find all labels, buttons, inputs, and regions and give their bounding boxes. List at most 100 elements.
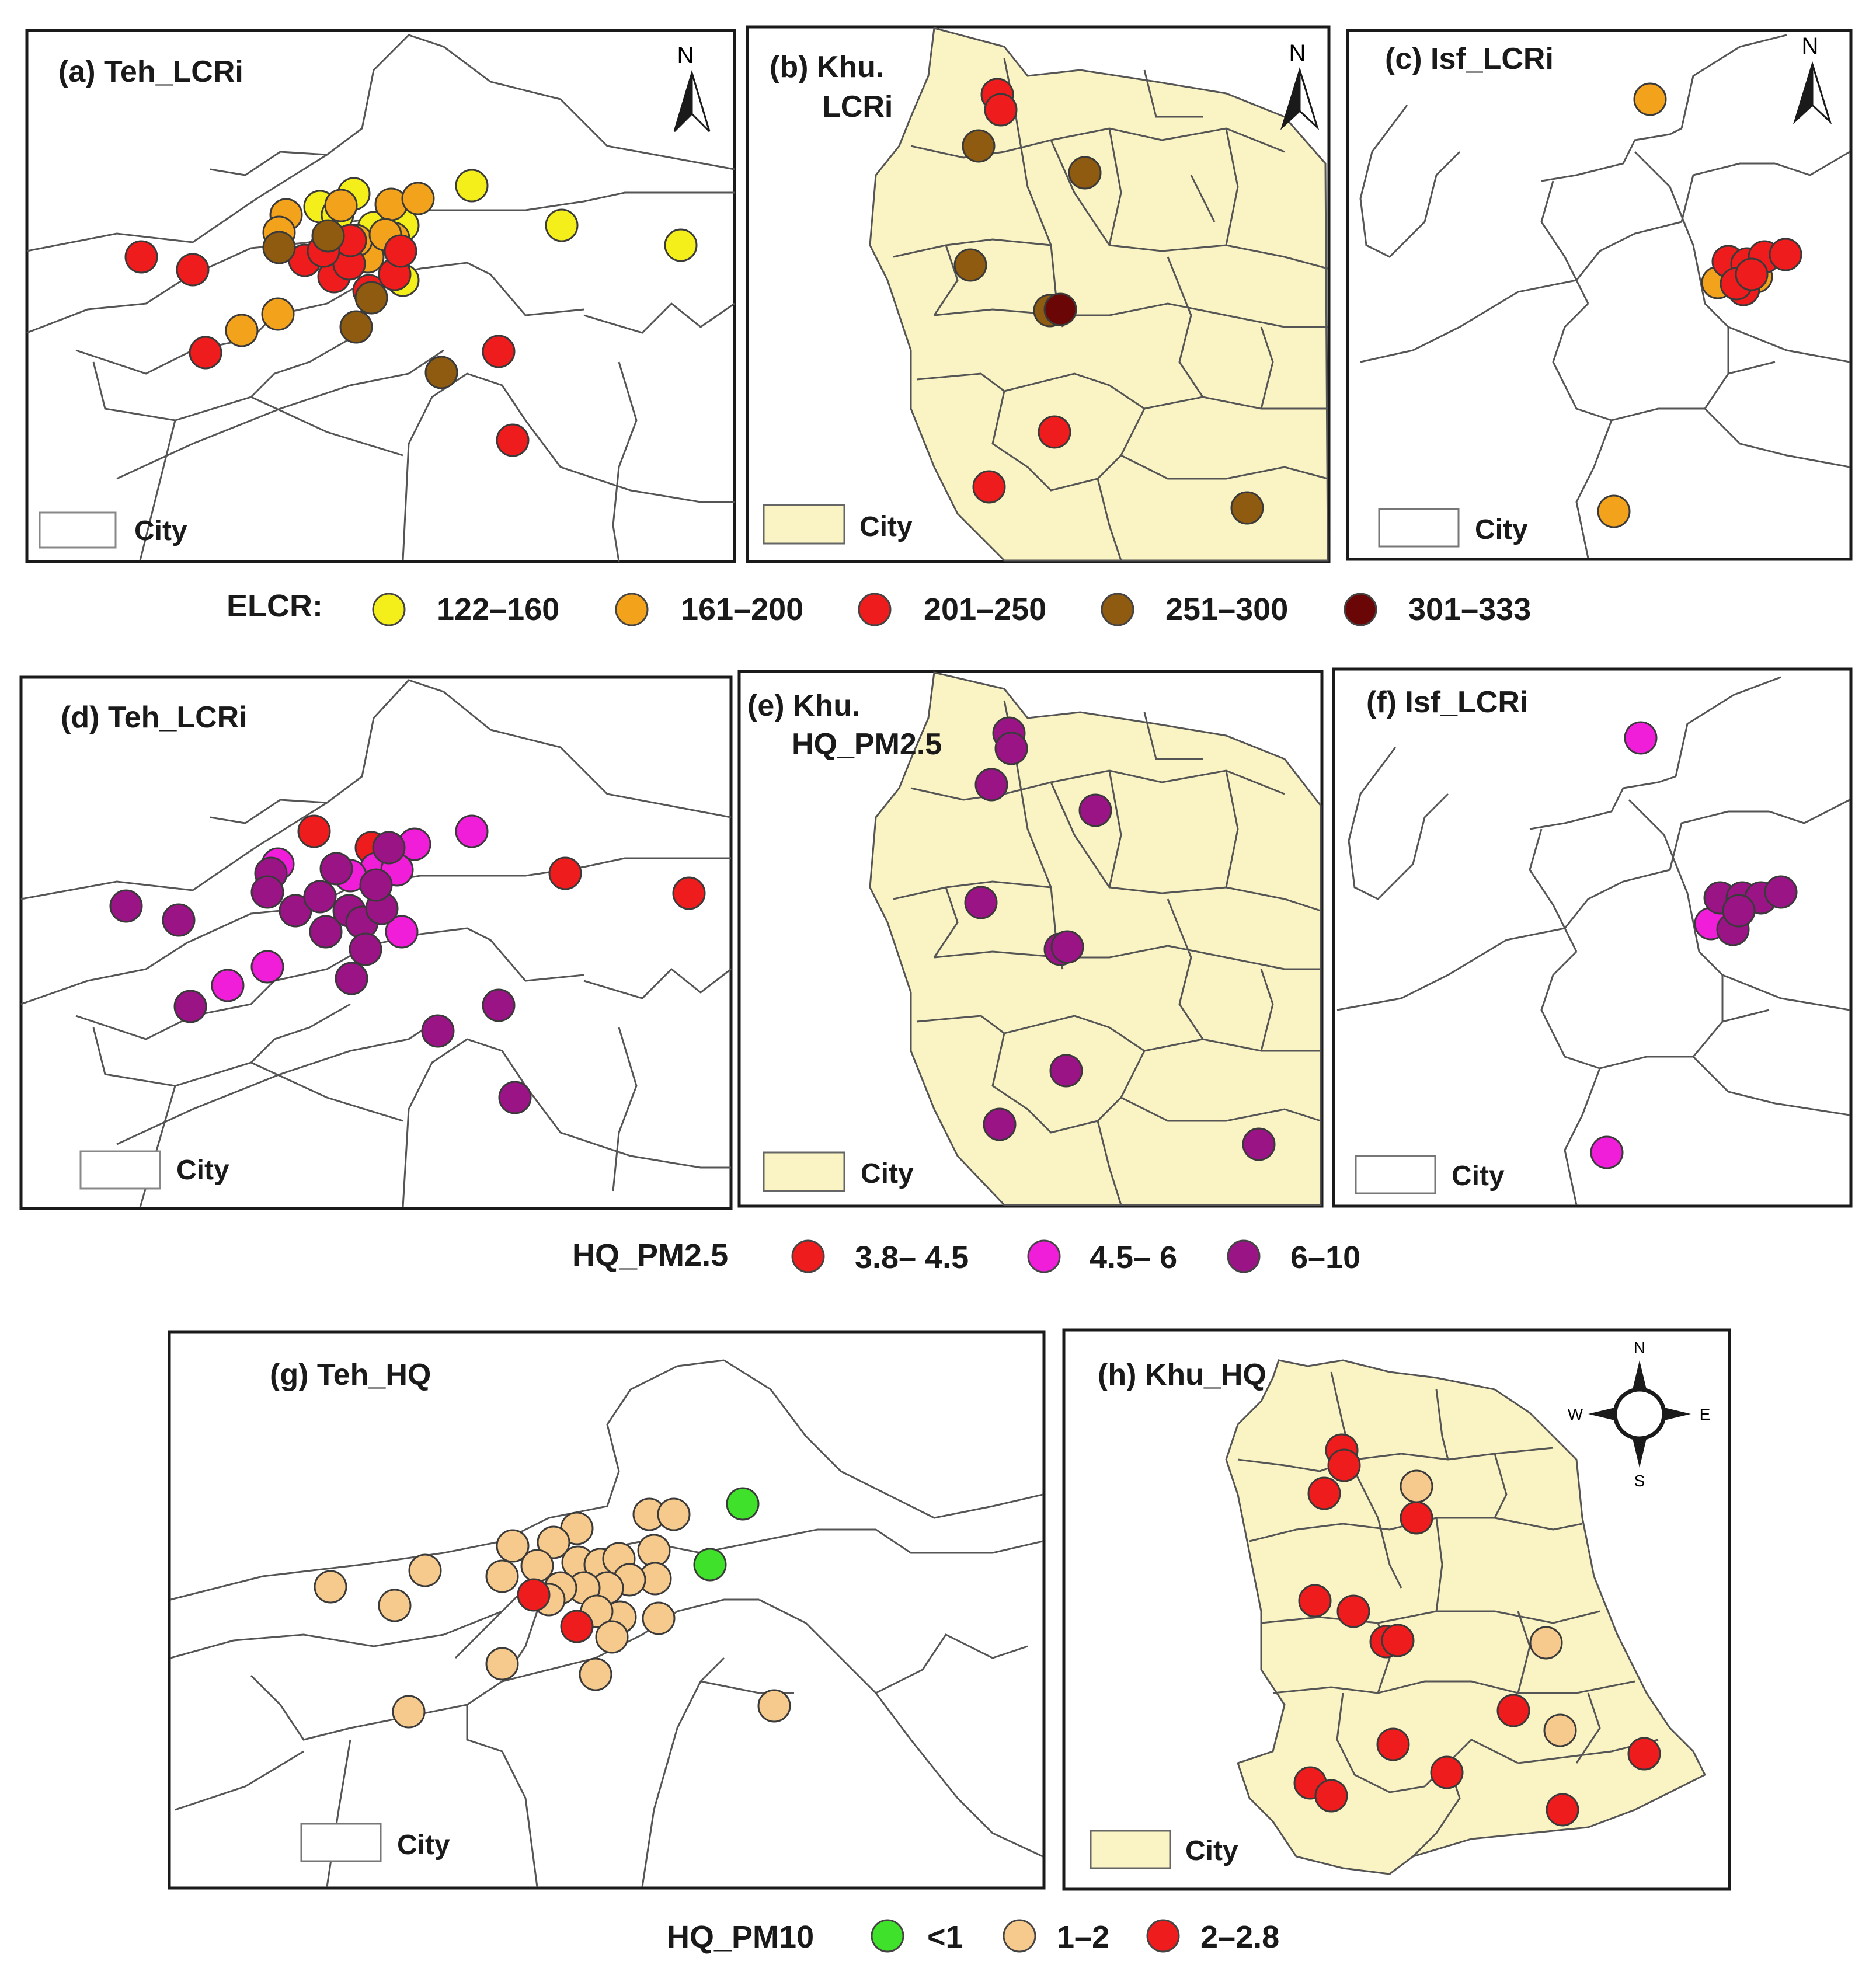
station-marker	[1624, 721, 1658, 755]
station-marker	[1769, 238, 1802, 271]
panel-e-boundaries	[893, 700, 1321, 1206]
station-marker	[176, 253, 210, 287]
station-marker	[496, 423, 530, 457]
station-marker	[173, 990, 207, 1023]
city-label: City	[1452, 1161, 1505, 1192]
station-marker	[1590, 1135, 1624, 1169]
station-marker	[378, 1589, 412, 1622]
station-marker	[1400, 1469, 1433, 1503]
station-marker	[657, 1497, 691, 1531]
station-marker	[1298, 1584, 1332, 1618]
legend-pm25-class-2: 4.5– 6	[1090, 1240, 1177, 1275]
legend-elcr-class-4: 251–300	[1165, 592, 1288, 627]
panel-d-city-legend: City	[79, 1150, 229, 1190]
station-marker	[1050, 930, 1084, 964]
city-swatch	[763, 504, 845, 545]
legend-pm25: HQ_PM2.5 3.8– 4.5 4.5– 6 6–10	[572, 1238, 1360, 1275]
station-marker	[324, 189, 358, 222]
station-marker	[421, 1014, 455, 1048]
panel-b-title-line1: (b) Khu.	[770, 50, 884, 84]
station-marker	[642, 1601, 676, 1635]
legend-elcr-swatch-2	[615, 593, 649, 626]
panel-f-points	[1590, 721, 1798, 1169]
station-marker	[962, 129, 996, 163]
city-swatch	[1378, 508, 1460, 548]
panel-b-city-legend: City	[763, 504, 913, 545]
station-marker	[455, 169, 489, 203]
station-marker	[401, 182, 435, 215]
station-marker	[424, 356, 458, 389]
station-marker	[1307, 1476, 1341, 1510]
panel-h: (h) Khu_HQ N S W E City	[1062, 1328, 1731, 1891]
panel-c-frame	[1346, 29, 1853, 561]
station-marker	[374, 187, 408, 221]
legend-pm10-class-1: <1	[927, 1920, 963, 1955]
station-marker	[517, 1578, 551, 1612]
panel-f-boundaries	[1336, 676, 1850, 1206]
panel-e-city-area	[869, 671, 1322, 1206]
station-marker	[262, 231, 296, 264]
legend-pm25-swatch-3	[1227, 1239, 1261, 1273]
station-marker	[109, 889, 143, 923]
panel-b-title-line2: LCRi	[822, 90, 893, 124]
station-marker	[485, 1559, 519, 1593]
station-marker	[250, 875, 284, 909]
north-label: N	[677, 43, 694, 68]
station-marker	[953, 248, 987, 282]
station-marker	[1230, 491, 1264, 525]
station-marker	[1529, 1626, 1563, 1660]
station-marker	[672, 876, 706, 910]
station-marker	[309, 915, 343, 949]
legend-elcr: ELCR: 122–160 161–200 201–250 251–300 30…	[227, 588, 1531, 627]
legend-pm10-class-2: 1–2	[1057, 1920, 1109, 1955]
panel-a: (a) Teh_LCRi N City	[25, 29, 736, 563]
legend-elcr-label: ELCR:	[227, 588, 323, 624]
station-marker	[1627, 1737, 1661, 1771]
station-marker	[983, 1107, 1017, 1141]
station-marker	[250, 950, 284, 984]
station-marker	[496, 1529, 530, 1563]
station-marker	[339, 310, 373, 344]
station-marker	[261, 297, 295, 331]
panel-c-title: (c) Isf_LCRi	[1385, 42, 1554, 76]
panel-e-city-legend: City	[763, 1151, 914, 1192]
station-marker	[372, 831, 406, 865]
station-marker	[314, 1570, 347, 1604]
city-label: City	[1475, 514, 1528, 545]
panel-a-points	[124, 169, 698, 457]
legend-elcr-swatch-5	[1344, 593, 1377, 626]
legend-pm25-class-1: 3.8– 4.5	[855, 1240, 969, 1275]
legend-elcr-class-5: 301–333	[1408, 592, 1531, 627]
panel-h-title: (h) Khu_HQ	[1098, 1358, 1266, 1392]
station-marker	[579, 1657, 612, 1691]
city-label: City	[397, 1830, 450, 1861]
panel-c-city-legend: City	[1378, 508, 1528, 548]
station-marker	[1381, 1624, 1415, 1657]
station-marker	[303, 880, 337, 914]
station-marker	[311, 219, 345, 253]
station-marker	[1314, 1779, 1348, 1813]
panel-g-points	[314, 1487, 791, 1729]
station-marker	[726, 1487, 760, 1521]
station-marker	[319, 852, 353, 886]
station-marker	[1242, 1127, 1276, 1161]
station-marker	[1764, 875, 1798, 909]
legend-pm10-swatch-2	[1003, 1919, 1036, 1953]
compass-n-label: N	[1634, 1339, 1645, 1357]
station-marker	[637, 1534, 671, 1568]
station-marker	[392, 1695, 426, 1729]
city-swatch	[1355, 1155, 1436, 1194]
station-marker	[384, 234, 417, 268]
station-marker	[693, 1548, 727, 1582]
panel-h-city-legend: City	[1090, 1830, 1238, 1869]
panel-b-boundaries	[893, 58, 1328, 561]
station-marker	[1376, 1727, 1410, 1761]
panel-c: (c) Isf_LCRi N City	[1346, 29, 1853, 561]
panel-f-frame	[1332, 667, 1853, 1208]
legend-pm10-swatch-3	[1146, 1919, 1180, 1953]
compass-e-label: E	[1700, 1405, 1711, 1423]
station-marker	[189, 336, 222, 370]
compass-rose-icon	[1613, 1387, 1666, 1441]
station-marker	[560, 1610, 594, 1643]
city-label: City	[134, 515, 187, 546]
